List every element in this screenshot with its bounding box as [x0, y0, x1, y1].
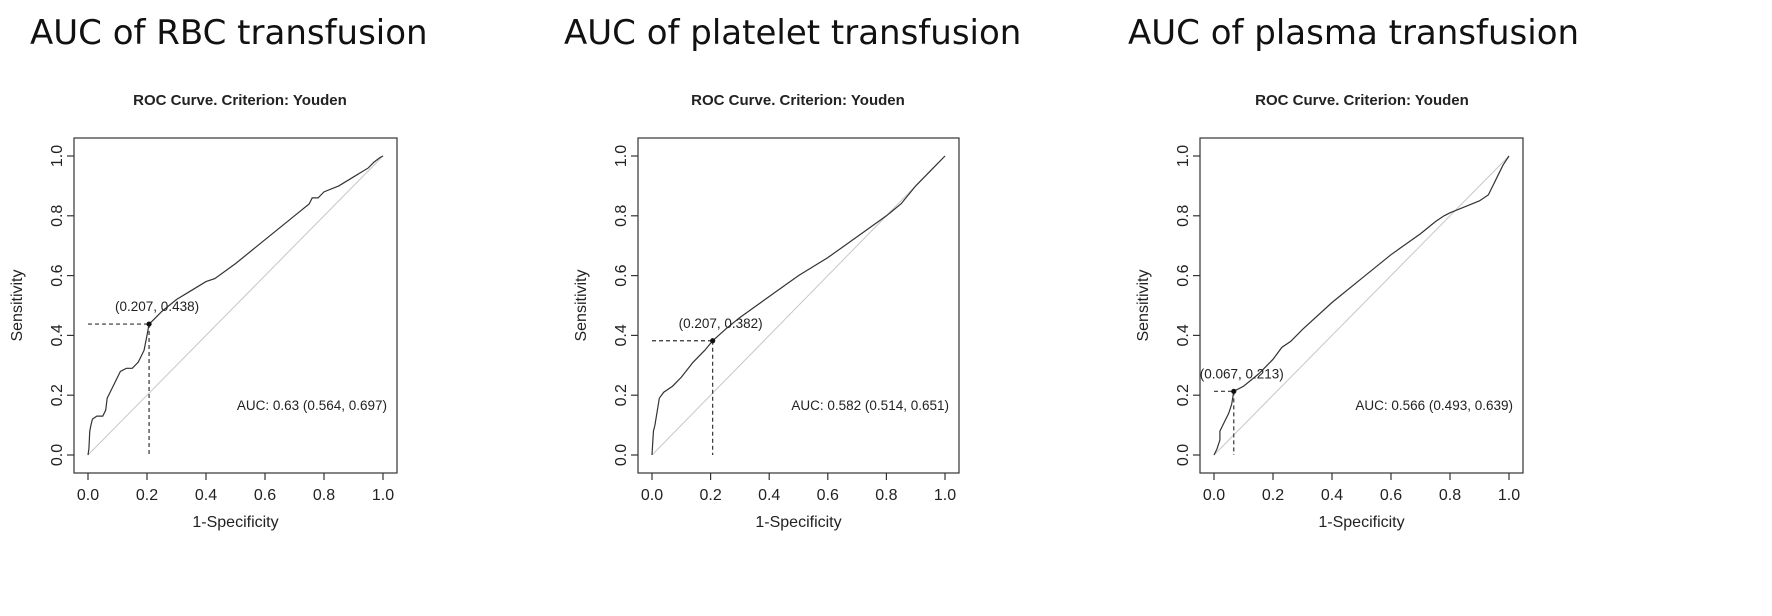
y-tick-label: 0.0 — [1175, 444, 1192, 466]
y-tick-label: 1.0 — [613, 145, 630, 167]
y-tick-label: 1.0 — [1175, 145, 1192, 167]
reference-diagonal — [87, 155, 384, 456]
auc-label: AUC: 0.566 (0.493, 0.639) — [1355, 398, 1513, 413]
y-axis-label: Sensitivity — [1135, 269, 1152, 341]
reference-diagonal — [651, 155, 946, 456]
cutoff-point-label: (0.067, 0.213) — [1200, 366, 1284, 381]
panel-title: AUC of platelet transfusion — [564, 13, 1021, 53]
y-tick-label: 0.8 — [613, 205, 630, 227]
x-tick-label: 0.6 — [1380, 487, 1402, 504]
reference-diagonal — [1213, 155, 1510, 456]
plot-title: ROC Curve. Criterion: Youden — [133, 92, 347, 109]
y-tick-label: 0.6 — [613, 264, 630, 286]
plot-frame — [73, 137, 398, 474]
roc-panel-2: AUC of platelet transfusion ROC Curve. Cr… — [564, 13, 1021, 531]
x-tick-label: 0.0 — [1203, 487, 1225, 504]
x-tick-label: 0.2 — [699, 487, 721, 504]
y-tick-label: 0.2 — [49, 384, 66, 406]
y-tick-label: 0.8 — [1175, 205, 1192, 227]
x-axis-label: 1-Specificity — [755, 514, 841, 531]
y-axis-label: Sensitivity — [9, 269, 26, 341]
y-tick-label: 0.0 — [49, 444, 66, 466]
roc-curve — [651, 155, 946, 456]
x-tick-label: 0.6 — [817, 487, 839, 504]
roc-panel-1: AUC of RBC transfusion ROC Curve. Criteri… — [9, 13, 428, 531]
y-tick-label: 0.6 — [49, 264, 66, 286]
auc-label: AUC: 0.63 (0.564, 0.697) — [237, 398, 387, 413]
cutoff-point-label: (0.207, 0.438) — [115, 299, 199, 314]
x-tick-label: 1.0 — [372, 487, 394, 504]
x-tick-label: 0.0 — [77, 487, 99, 504]
x-tick-label: 0.6 — [254, 487, 276, 504]
roc-panel-3: AUC of plasma transfusion ROC Curve. Crit… — [1128, 13, 1579, 531]
x-tick-label: 0.4 — [758, 487, 780, 504]
y-tick-label: 0.0 — [613, 444, 630, 466]
y-tick-label: 0.4 — [613, 324, 630, 346]
panel-title: AUC of plasma transfusion — [1128, 13, 1579, 53]
optimal-cutoff-point — [710, 338, 716, 344]
auc-label: AUC: 0.582 (0.514, 0.651) — [791, 398, 949, 413]
y-tick-label: 0.4 — [1175, 324, 1192, 346]
x-tick-label: 1.0 — [1498, 487, 1520, 504]
x-tick-label: 0.0 — [641, 487, 663, 504]
optimal-cutoff-point — [1231, 388, 1237, 394]
x-axis-label: 1-Specificity — [1318, 514, 1404, 531]
y-tick-label: 0.8 — [49, 205, 66, 227]
y-axis-label: Sensitivity — [573, 269, 590, 341]
x-tick-label: 0.2 — [136, 487, 158, 504]
y-tick-label: 0.4 — [49, 324, 66, 346]
x-tick-label: 0.8 — [1439, 487, 1461, 504]
x-axis-label: 1-Specificity — [192, 514, 278, 531]
x-tick-label: 0.4 — [195, 487, 217, 504]
x-tick-label: 1.0 — [934, 487, 956, 504]
plot-title: ROC Curve. Criterion: Youden — [691, 92, 905, 109]
plot-frame — [1199, 137, 1524, 474]
panel-title: AUC of RBC transfusion — [30, 13, 428, 53]
plot-frame — [637, 137, 960, 474]
y-tick-label: 0.2 — [1175, 384, 1192, 406]
x-tick-label: 0.8 — [313, 487, 335, 504]
x-tick-label: 0.8 — [875, 487, 897, 504]
roc-curve — [1213, 155, 1510, 456]
x-tick-label: 0.2 — [1262, 487, 1284, 504]
y-tick-label: 0.6 — [1175, 264, 1192, 286]
optimal-cutoff-point — [146, 321, 152, 327]
y-tick-label: 1.0 — [49, 145, 66, 167]
plot-title: ROC Curve. Criterion: Youden — [1255, 92, 1469, 109]
x-tick-label: 0.4 — [1321, 487, 1343, 504]
cutoff-point-label: (0.207, 0.382) — [679, 316, 763, 331]
y-tick-label: 0.2 — [613, 384, 630, 406]
